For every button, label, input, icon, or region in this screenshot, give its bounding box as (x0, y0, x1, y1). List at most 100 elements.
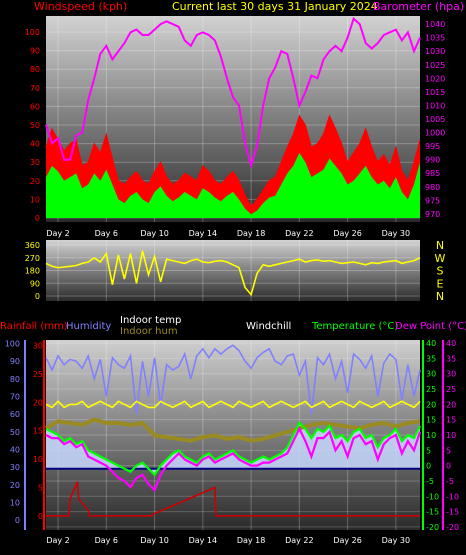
legend-windchill: Windchill (246, 321, 291, 332)
indoor-humidity-line (44, 417, 421, 443)
temperature-y-tick-label-inner: 10 (426, 431, 436, 440)
dewpoint-y-tick-label: 10 (446, 431, 456, 440)
legend-humidity: Humidity (66, 321, 111, 332)
direction-y-tick-label: 0 (35, 292, 40, 301)
direction-y-tick-label: 180 (25, 267, 40, 276)
rainfall-line (46, 481, 420, 517)
dewpoint-y-tick-label: 25 (446, 385, 456, 394)
grid-layer (46, 16, 420, 530)
temperature-y-tick-label-inner: 5 (426, 446, 431, 455)
barometer-y-tick-label: 1025 (425, 61, 445, 70)
compass-label: W (435, 252, 446, 265)
temp-x-tick-label: Day 2 (46, 536, 69, 545)
barometer-y-tick-label: 1010 (425, 101, 445, 110)
wind-y-tick-label: 0 (35, 214, 40, 223)
wind-x-tick-label: Day 22 (285, 229, 314, 238)
wind-x-tick-label: Day 6 (95, 229, 118, 238)
wind-x-tick-label: Day 26 (333, 229, 362, 238)
temperature-y-tick-label-inner: 40 (426, 339, 436, 348)
wind-y-tick-label: 40 (30, 140, 40, 149)
legend-indoor-hum: Indoor hum (120, 326, 178, 337)
dewpoint-y-tick-label: 40 (446, 339, 456, 348)
humidity-y-tick-label: 70 (10, 393, 20, 402)
humidity-y-tick-label: 10 (10, 499, 20, 508)
wind-direction-plot (45, 250, 421, 297)
dewpoint-y-tick-label: 35 (446, 354, 456, 363)
temperature-y-tick-label-inner: 20 (426, 400, 436, 409)
temperature-y-tick-label-inner: 35 (426, 354, 436, 363)
legend-dew-point: Dew Point (°C) (395, 321, 466, 332)
direction-y-tick-label: 90 (30, 279, 40, 288)
humidity-y-tick-label: 90 (10, 357, 20, 366)
barometer-y-tick-label: 1020 (425, 74, 445, 83)
barometer-y-tick-label: 1005 (425, 115, 445, 124)
wind-y-tick-label: 90 (30, 47, 40, 56)
direction-panel-background (46, 240, 420, 301)
humidity-y-tick-label: 100 (5, 340, 20, 349)
rainfall-y-tick-label: 25 (33, 370, 43, 379)
compass-label: E (437, 277, 444, 290)
compass-label: S (437, 265, 444, 278)
humidity-y-tick-label: 80 (10, 375, 20, 384)
axis-labels-layer: Day 2 Day 6 Day 10 Day 14 Day 18 Day 22 Day 26… (5, 20, 459, 545)
wind-x-tick-label: Day 10 (140, 229, 169, 238)
dewpoint-y-tick-label: 20 (446, 400, 456, 409)
humidity-y-tick-label: 50 (10, 428, 20, 437)
barometer-axis-title: Barometer (hpa) (373, 0, 464, 13)
temp-x-tick-label: Day 6 (95, 536, 118, 545)
direction-y-tick-label: 270 (25, 254, 40, 263)
barometer-y-tick-label: 1015 (425, 88, 445, 97)
temperature-y-tick-label-inner: -10 (426, 492, 439, 501)
compass-label: N (436, 239, 444, 252)
temp-x-tick-label: Day 10 (140, 536, 169, 545)
rainfall-y-tick-label: 15 (33, 427, 43, 436)
wind-barometer-plot (45, 16, 421, 218)
rainfall-y-tick-label: 20 (33, 398, 43, 407)
dewpoint-y-tick-label: 30 (446, 370, 456, 379)
barometer-y-tick-label: 990 (425, 156, 440, 165)
dewpoint-y-tick-label: 0 (446, 462, 451, 471)
temperature-y-tick-label-inner: 25 (426, 385, 436, 394)
barometer-y-tick-label: 980 (425, 183, 440, 192)
windspeed-gust-line (45, 114, 421, 208)
temp-x-tick-label: Day 30 (382, 536, 411, 545)
humidity-y-tick-label: 60 (10, 410, 20, 419)
compass-label: N (436, 290, 444, 303)
temperature-y-tick-label-inner: -15 (426, 508, 439, 517)
dewpoint-y-tick-label: 15 (446, 416, 456, 425)
wind-y-tick-label: 50 (30, 121, 40, 130)
legend-indoor-temp: Indoor temp (120, 315, 181, 326)
rainfall-y-tick-label: 5 (38, 483, 43, 492)
wind-direction-line (45, 250, 421, 297)
dewpoint-y-tick-label: 5 (446, 446, 451, 455)
rainfall-y-tick-label: 10 (33, 455, 43, 464)
wind-x-tick-label: Day 30 (382, 229, 411, 238)
wind-y-tick-label: 80 (30, 65, 40, 74)
temperature-y-tick-label-inner: -5 (426, 477, 434, 486)
wind-y-tick-label: 60 (30, 102, 40, 111)
legend-temperature: Temperature (°C) (311, 321, 398, 332)
wind-y-tick-label: 70 (30, 84, 40, 93)
temp-x-tick-label: Day 22 (285, 536, 314, 545)
windspeed-average-area (46, 152, 420, 218)
temperature-y-tick-label-inner: 15 (426, 416, 436, 425)
humidity-line (45, 344, 421, 415)
dewpoint-y-tick-label: -20 (446, 523, 459, 532)
wind-x-tick-label: Day 2 (46, 229, 69, 238)
barometer-y-tick-label: 985 (425, 169, 440, 178)
temp-x-tick-label: Day 18 (237, 536, 266, 545)
humidity-y-tick-label: 30 (10, 463, 20, 472)
wind-y-tick-label: 20 (30, 177, 40, 186)
temperature-humidity-plot (44, 344, 422, 517)
dewpoint-y-tick-label: -15 (446, 508, 459, 517)
barometer-y-tick-label: 1000 (425, 129, 445, 138)
temperature-y-tick-label-inner: 30 (426, 370, 436, 379)
wind-y-tick-label: 30 (30, 158, 40, 167)
temperature-y-tick-label-inner: -20 (426, 523, 439, 532)
legend-rainfall: Rainfall (mm) (0, 321, 68, 332)
chart-title: Current last 30 days 31 January 2024 (172, 0, 378, 13)
indoor-temperature-line (45, 400, 421, 409)
dewpoint-y-tick-label: -10 (446, 492, 459, 501)
barometer-y-tick-label: 975 (425, 196, 440, 205)
